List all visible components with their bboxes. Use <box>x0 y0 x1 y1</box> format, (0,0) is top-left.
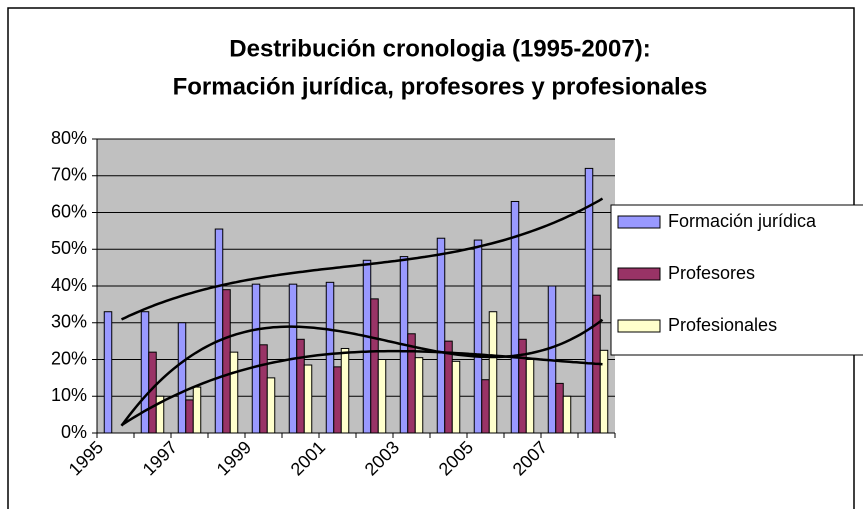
bar <box>325 281 335 434</box>
legend-label: Formación jurídica <box>668 211 817 231</box>
legend-swatch <box>617 319 661 333</box>
bar <box>266 377 276 434</box>
bar <box>140 311 150 434</box>
bar <box>599 349 609 434</box>
y-tick-label: 40% <box>51 275 87 295</box>
bar <box>525 359 535 434</box>
bar <box>185 399 194 434</box>
bar <box>488 311 498 434</box>
legend-label: Profesores <box>668 263 755 283</box>
bar <box>229 351 239 434</box>
bar <box>562 395 572 434</box>
bar <box>362 259 372 434</box>
bar <box>481 379 490 434</box>
bar <box>377 359 387 434</box>
bar <box>414 357 424 434</box>
legend-swatch <box>617 267 661 281</box>
legend-swatch <box>617 215 661 229</box>
bar <box>333 366 342 434</box>
y-tick-label: 70% <box>51 165 87 185</box>
legend-label: Profesionales <box>668 315 777 335</box>
y-tick-label: 30% <box>51 312 87 332</box>
bar <box>473 239 483 434</box>
bar <box>340 347 350 434</box>
bar <box>155 395 165 434</box>
bar <box>303 364 313 434</box>
bar <box>103 311 113 434</box>
y-tick-label: 60% <box>51 201 87 221</box>
bar <box>451 360 461 434</box>
bar <box>222 289 231 434</box>
bar <box>510 200 520 434</box>
trend-line <box>120 349 603 427</box>
bar <box>407 333 416 434</box>
bar <box>192 386 202 434</box>
bar <box>177 322 187 434</box>
y-tick-label: 50% <box>51 238 87 258</box>
chart-title: Destribución cronologia (1995-2007): <box>229 35 650 62</box>
bar <box>370 298 379 434</box>
y-tick-label: 80% <box>51 128 87 148</box>
y-tick-label: 10% <box>51 385 87 405</box>
legend: Formación jurídica Profesores Profesionale… <box>610 204 863 356</box>
bar <box>259 344 268 434</box>
trend-line <box>120 318 604 427</box>
bar <box>555 382 564 434</box>
bar <box>296 338 305 434</box>
trend-line <box>120 197 604 321</box>
chart-title: Formación jurídica, profesores y profesi… <box>173 73 708 100</box>
y-tick-label: 20% <box>51 348 87 368</box>
bar <box>436 237 446 434</box>
y-tick-label: 0% <box>61 422 87 442</box>
bar <box>251 283 261 434</box>
bar <box>214 228 224 434</box>
